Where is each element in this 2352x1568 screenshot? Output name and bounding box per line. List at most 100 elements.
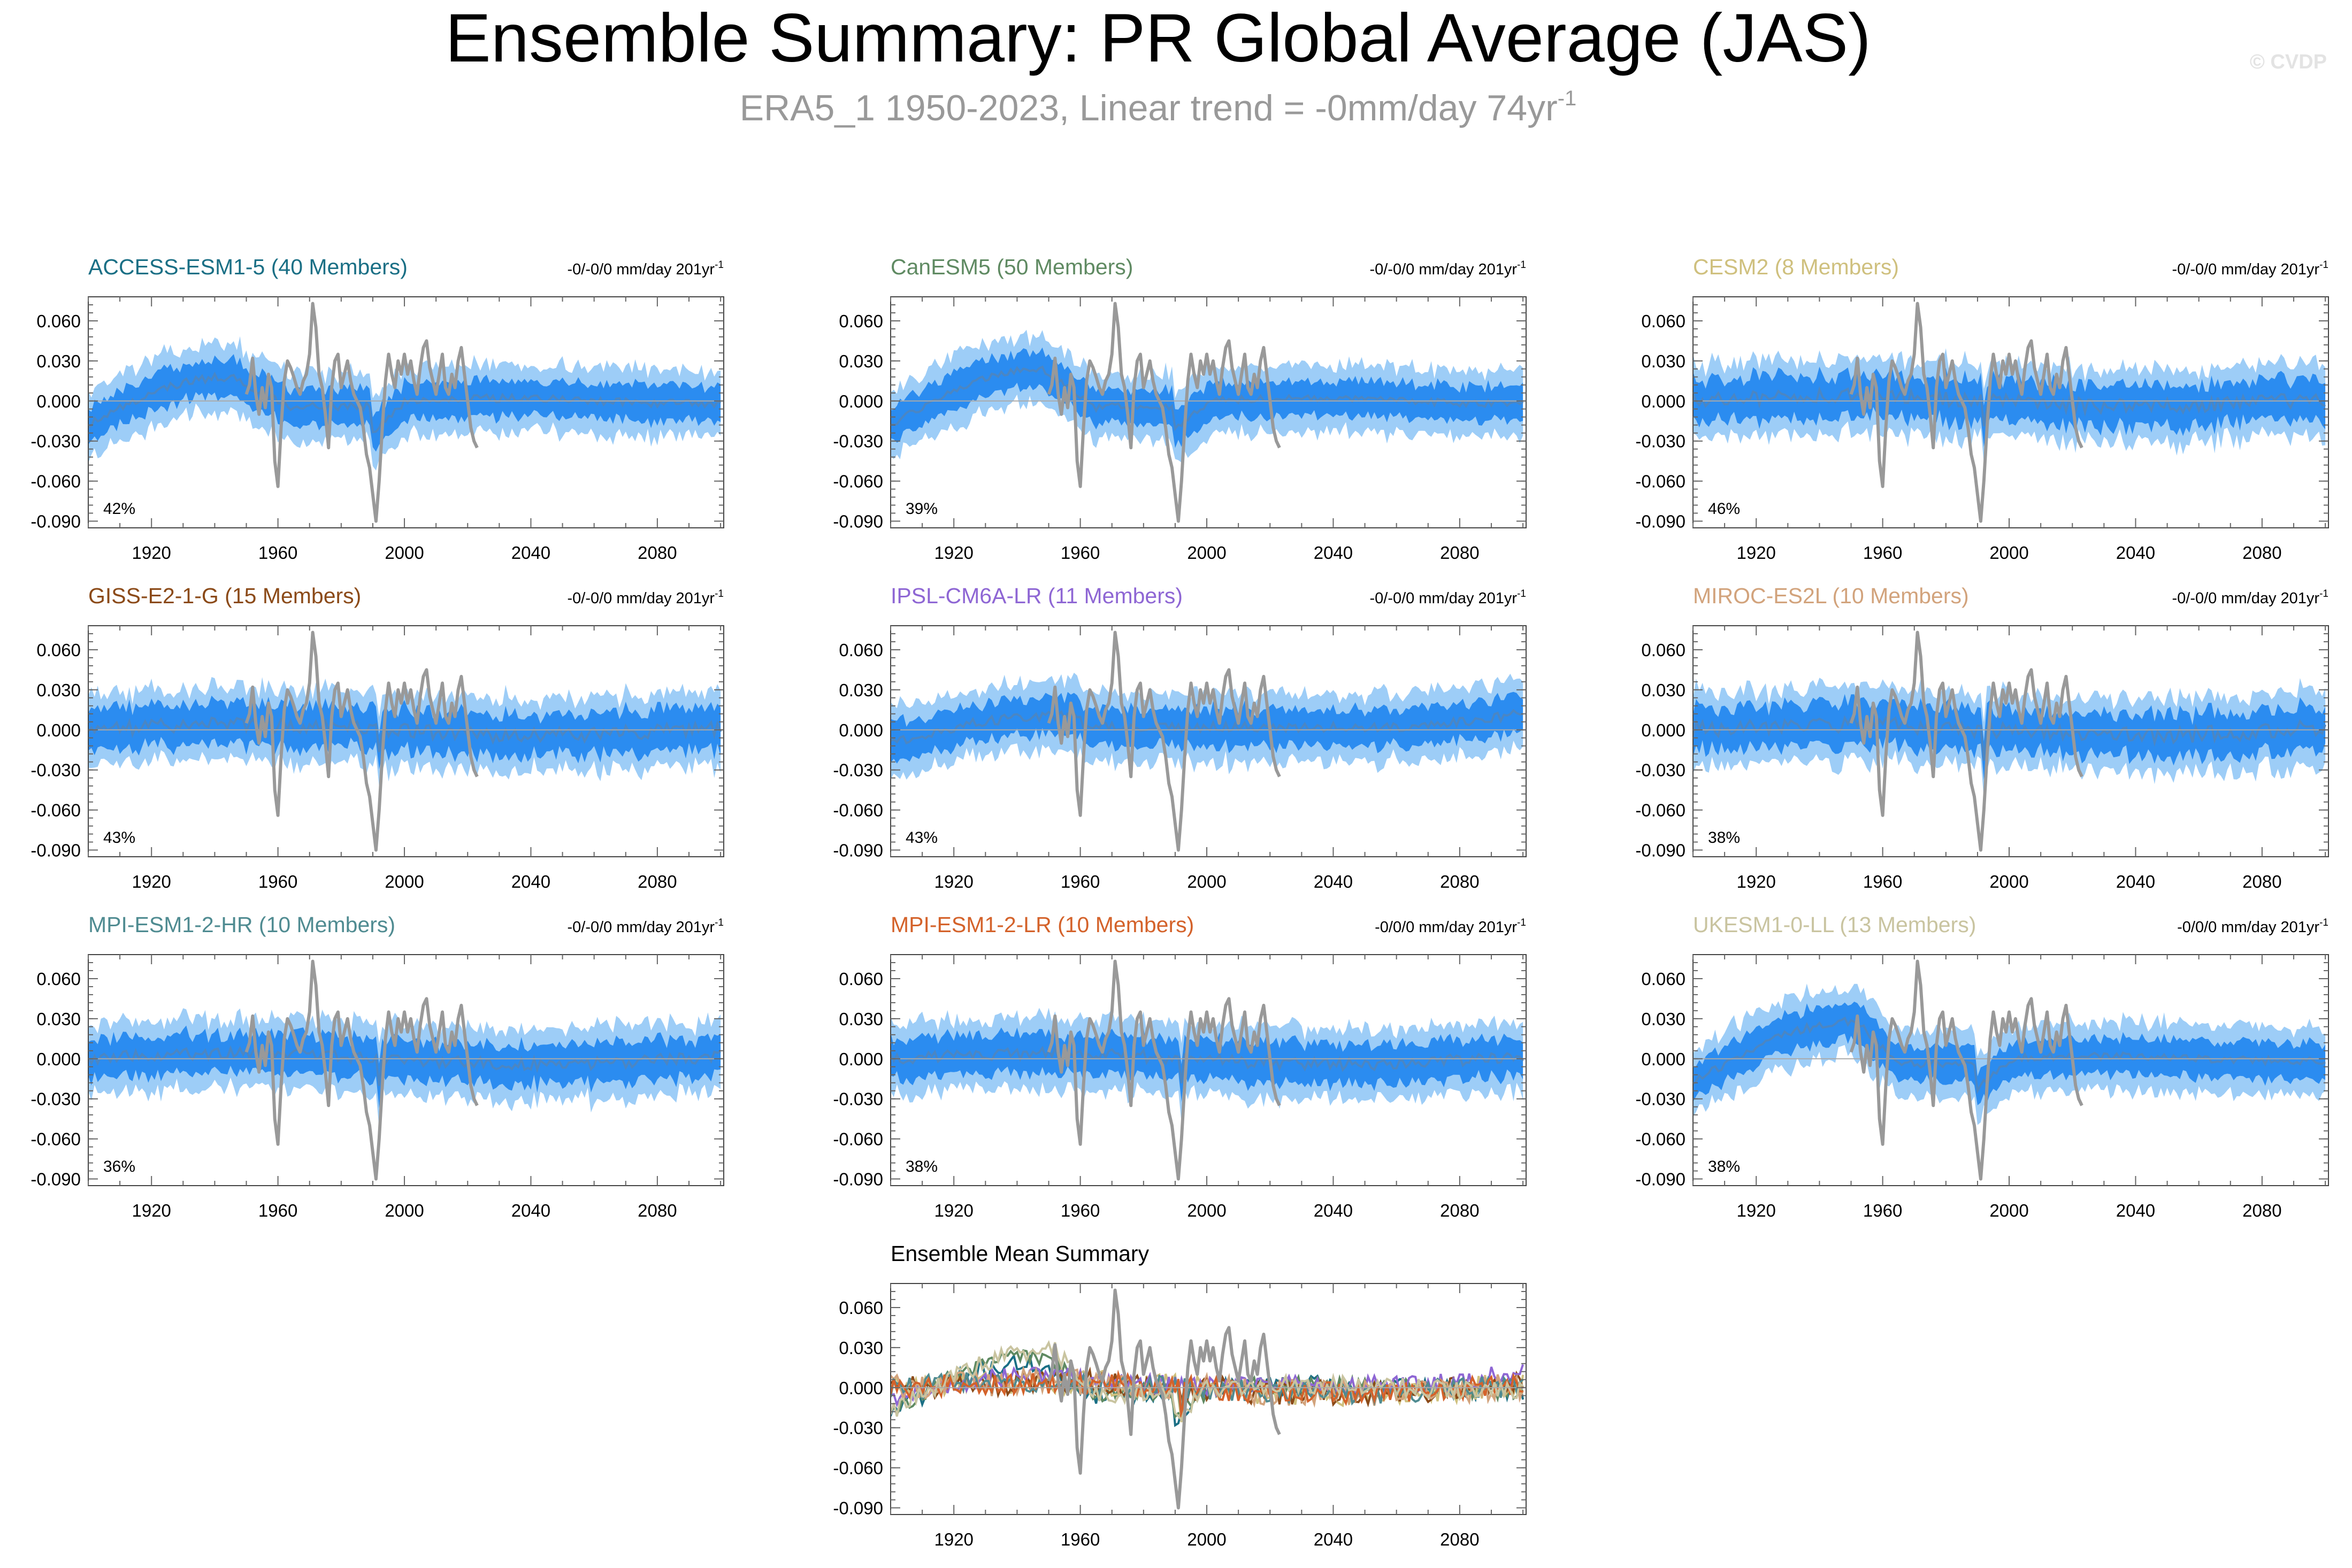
x-tick-label: 2000 [385,1201,424,1220]
panel-trend-text: -0/-0/0 mm/day 201yr [1369,590,1517,607]
x-tick-label: 2080 [1440,872,1479,891]
y-tick-label: 0.060 [839,969,883,989]
panel-percent-label: 46% [1708,500,1740,518]
x-tick-label: 2080 [2242,543,2281,563]
plot-area [1693,631,2328,852]
panel-trend-text: -0/0/0 mm/day 201yr [2177,919,2319,936]
y-tick-label: 0.000 [36,391,81,411]
ensemble-inner-range-band [88,695,721,770]
x-tick-label: 2000 [1989,872,2028,891]
x-tick-label: 1960 [1061,543,1100,563]
ensemble-inner-range-band [1693,694,2326,780]
y-tick-label: 0.030 [36,680,81,700]
ensemble-mean-line [891,709,1523,745]
panel-mpi-esm1-2-lr: MPI-ESM1-2-LR (10 Members) -0/0/0 mm/day … [833,912,1527,1220]
y-tick-label: 0.030 [839,1338,883,1358]
y-tick-label: 0.060 [36,311,81,331]
y-tick-label: -0.030 [833,1418,883,1438]
x-tick-label: 2000 [385,872,424,891]
y-tick-label: -0.090 [1635,512,1686,532]
y-tick-label: 0.000 [1641,1049,1686,1069]
y-tick-label: -0.030 [30,1089,81,1109]
plot-area [88,302,724,523]
panel-percent-label: 42% [103,500,135,518]
x-tick-label: 2040 [1314,1529,1353,1549]
panel-trend-text: -0/-0/0 mm/day 201yr [567,590,715,607]
x-tick-label: 2080 [638,1201,677,1220]
y-tick-label: 0.000 [1641,720,1686,740]
observation-line [244,302,479,523]
y-tick-label: -0.060 [1635,1129,1686,1149]
x-tick-label: 1960 [1863,1201,1902,1220]
x-tick-label: 2000 [1187,872,1226,891]
panel-mpi-esm1-2-hr: MPI-ESM1-2-HR (10 Members) -0/-0/0 mm/day… [30,912,724,1220]
y-tick-label: -0.060 [30,801,81,820]
y-tick-label: -0.030 [833,760,883,780]
panel-percent-label: 38% [1708,1158,1740,1175]
x-tick-label: 2000 [1187,1529,1226,1549]
panel-trend-superscript: -1 [2319,917,2328,928]
ensemble-mean-line [1693,715,2326,761]
figure-subtitle: ERA5_1 1950-2023, Linear trend = -0mm/da… [740,87,1577,128]
model-mean-line-ukesm1-0-ll [891,1340,1524,1423]
y-tick-label: 0.060 [1641,640,1686,660]
panel-title: MPI-ESM1-2-LR (10 Members) [891,912,1194,937]
panel-ukesm1-0-ll: UKESM1-0-LL (13 Members) -0/0/0 mm/day 20… [1635,912,2329,1220]
panel-miroc-es2l: MIROC-ES2L (10 Members) -0/-0/0 mm/day 20… [1635,583,2329,891]
y-tick-label: 0.000 [839,391,883,411]
x-tick-label: 2080 [1440,1529,1479,1549]
y-tick-label: 0.000 [839,720,883,740]
panel-percent-label: 36% [103,1158,135,1175]
x-tick-label: 1920 [132,543,171,563]
x-tick-label: 2040 [1314,543,1353,563]
panel-cesm2: CESM2 (8 Members) -0/-0/0 mm/day 201yr-1 0… [1635,255,2329,563]
x-tick-label: 2000 [1187,543,1226,563]
y-tick-label: -0.090 [833,1498,883,1518]
x-tick-label: 1920 [132,1201,171,1220]
y-tick-label: 0.060 [839,640,883,660]
x-tick-label: 2000 [385,543,424,563]
y-tick-label: -0.030 [30,760,81,780]
x-tick-label: 2000 [1989,543,2028,563]
panel-title: GISS-E2-1-G (15 Members) [88,583,361,608]
panel-trend: -0/-0/0 mm/day 201yr-1 [567,588,724,607]
observation-line [244,631,479,852]
panel-percent-label: 38% [906,1158,938,1175]
x-tick-label: 2040 [511,1201,550,1220]
x-tick-label: 1960 [258,1201,297,1220]
panel-percent-label: 38% [1708,829,1740,847]
y-tick-label: 0.030 [1641,680,1686,700]
observation-line [1047,302,1281,523]
copyright-label: © CVDP [2250,51,2327,73]
panel-trend: -0/-0/0 mm/day 201yr-1 [1369,588,1526,607]
panel-trend: -0/-0/0 mm/day 201yr-1 [567,259,724,278]
panel-frame [1692,954,2329,1186]
panel-trend: -0/-0/0 mm/day 201yr-1 [567,917,724,936]
y-tick-label: 0.060 [1641,311,1686,331]
y-tick-label: 0.000 [1641,391,1686,411]
observation-line [1047,631,1281,852]
x-tick-label: 1920 [1736,543,1775,563]
observation-line [1047,1288,1281,1510]
y-tick-label: 0.000 [36,720,81,740]
panel-trend-superscript: -1 [2319,588,2328,599]
y-tick-label: -0.090 [833,841,883,860]
ensemble-mean-line [891,365,1524,432]
x-tick-label: 1920 [934,872,973,891]
plot-area [891,302,1526,523]
x-tick-label: 1960 [258,872,297,891]
panel-title: MPI-ESM1-2-HR (10 Members) [88,912,395,937]
panel-frame [88,954,724,1186]
y-tick-label: -0.060 [30,1129,81,1149]
panel-frame [890,625,1527,857]
panel-frame [88,296,724,528]
observation-line [1849,631,2083,852]
panel-title: Ensemble Mean Summary [891,1241,1150,1266]
ensemble-mean-line [1693,1016,2326,1095]
plot-area [891,959,1526,1181]
x-tick-label: 1960 [1061,872,1100,891]
y-tick-label: 0.060 [839,1298,883,1318]
panel-ipsl-cm6a-lr: IPSL-CM6A-LR (11 Members) -0/-0/0 mm/day … [833,583,1527,891]
y-tick-label: -0.060 [833,1458,883,1478]
x-tick-label: 1920 [1736,872,1775,891]
